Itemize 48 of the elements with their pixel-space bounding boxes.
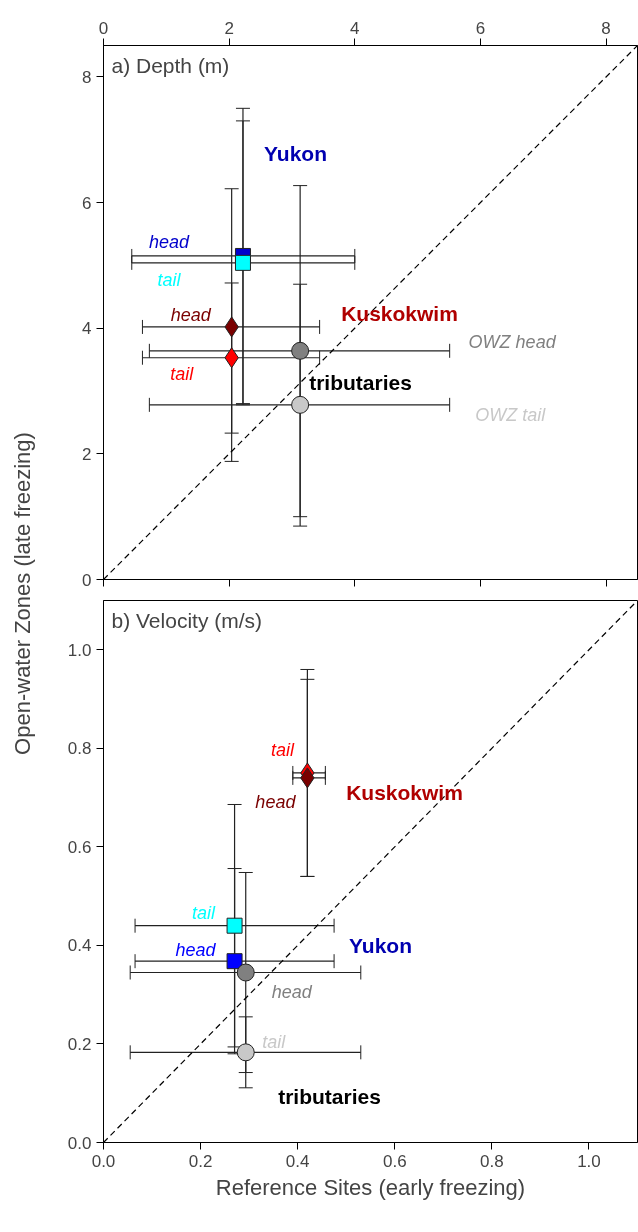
y-tick-label: 1.0 xyxy=(67,640,92,660)
point xyxy=(236,963,255,982)
x-tick-label: 0 xyxy=(98,18,109,38)
y-tick-label: 4 xyxy=(82,319,92,339)
point xyxy=(236,1043,255,1062)
y-tick-label: 2 xyxy=(82,444,92,464)
y-tick-label: 0.0 xyxy=(67,1133,92,1153)
point xyxy=(291,395,310,414)
y-tick-label: 8 xyxy=(82,67,92,87)
y-tick-label: 0.6 xyxy=(67,837,92,857)
y-tick-label: 6 xyxy=(82,193,92,213)
x-tick-label: 4 xyxy=(350,18,360,38)
annotation: Yukon xyxy=(348,934,413,957)
x-tick-label: 0.8 xyxy=(480,1151,504,1171)
annotation: Kuskokwim xyxy=(346,781,463,804)
x-tick-label: 6 xyxy=(475,18,486,38)
y-tick-label: 0.2 xyxy=(67,1034,92,1054)
series-label: tail xyxy=(270,739,295,760)
annotation: Kuskokwim xyxy=(341,302,458,325)
chart-title: a) Depth (m) xyxy=(111,53,230,77)
series-label: head xyxy=(271,981,313,1002)
point xyxy=(226,917,243,934)
point xyxy=(234,254,251,271)
x-axis-title: Reference Sites (early freezing) xyxy=(215,1174,526,1200)
legend-label: head xyxy=(255,791,297,812)
annotation: tributaries xyxy=(278,1085,381,1108)
point xyxy=(226,953,243,970)
chart-title: b) Velocity (m/s) xyxy=(111,608,263,632)
text: OWZ head xyxy=(468,331,557,352)
text: tail xyxy=(157,269,182,290)
x-tick-label: 0.2 xyxy=(188,1151,213,1171)
x-tick-label: 0.6 xyxy=(382,1151,407,1171)
x-tick-label: 1.0 xyxy=(577,1151,601,1171)
x-tick-label: 8 xyxy=(601,18,611,38)
series-label: head xyxy=(175,940,217,961)
series-label: tail xyxy=(170,363,195,384)
y-axis-title: Open-water Zones (late freezing) xyxy=(10,432,35,755)
x-tick-label: 0.4 xyxy=(285,1151,310,1171)
text: head xyxy=(148,231,190,252)
x-tick-label: 2 xyxy=(224,18,234,38)
y-tick-label: 0.8 xyxy=(67,739,92,759)
series-label: head xyxy=(170,304,212,325)
annotation: tributaries xyxy=(309,371,412,394)
series-label: tail xyxy=(192,902,217,923)
y-tick-label: 0 xyxy=(82,570,92,590)
annotation: Yukon xyxy=(263,142,328,165)
point xyxy=(291,341,310,360)
y-tick-label: 0.4 xyxy=(67,936,92,956)
